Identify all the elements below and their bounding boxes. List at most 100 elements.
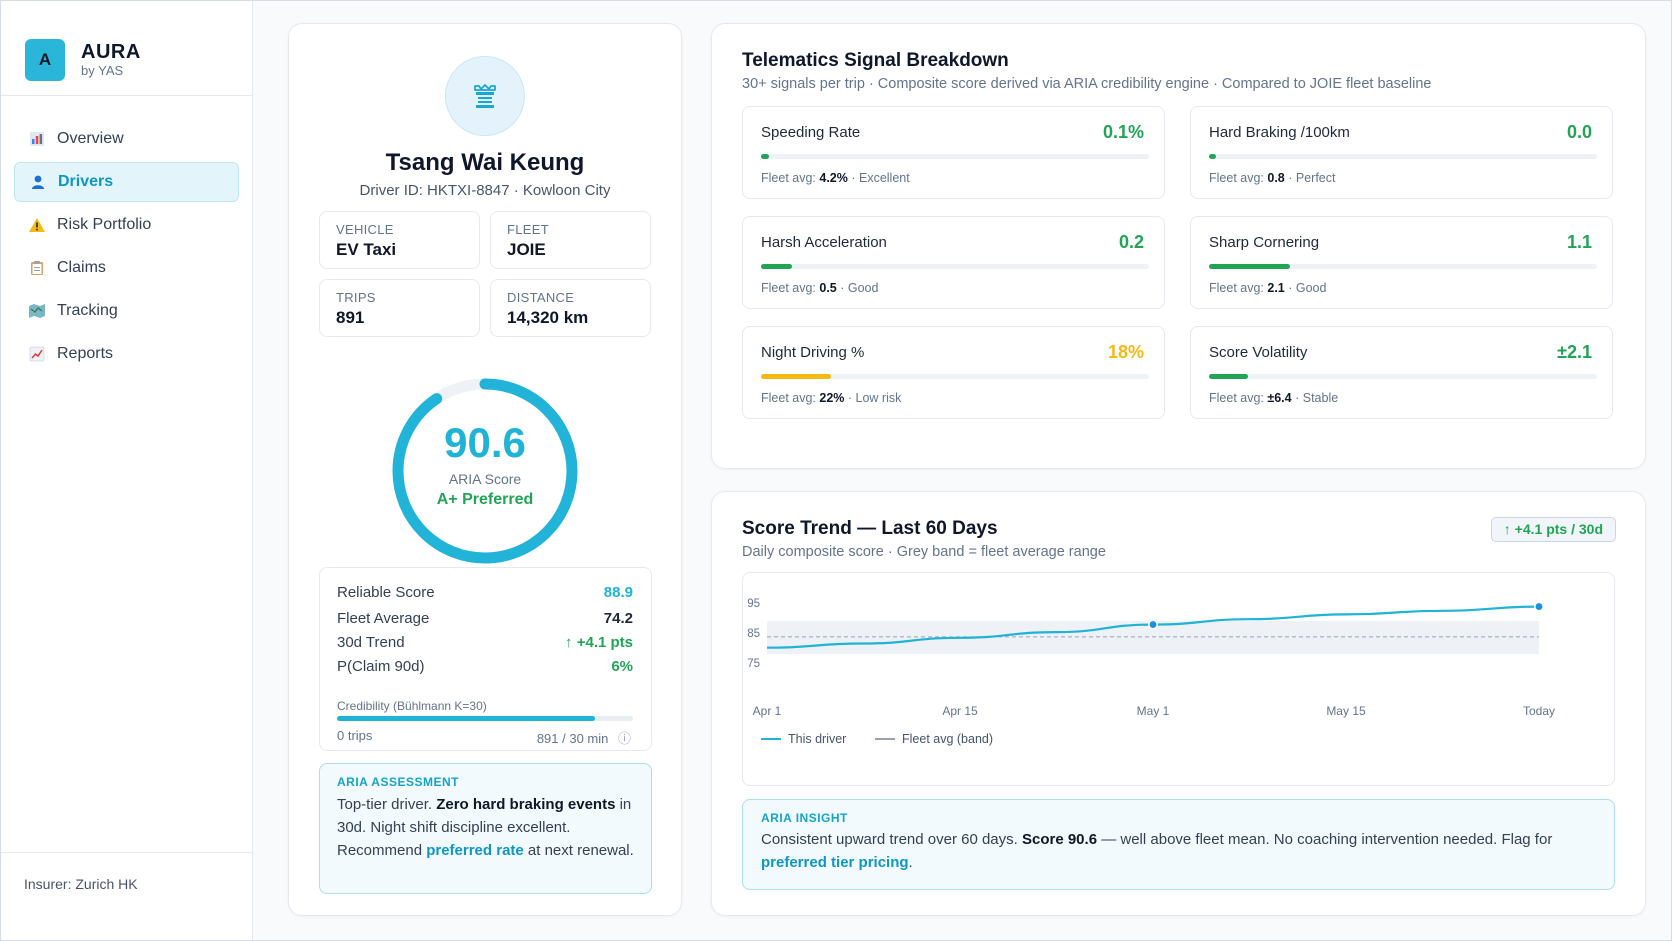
insight-title: ARIA INSIGHT [761, 811, 848, 825]
sidebar: A AURA by YAS Overview Drivers Risk Port… [1, 1, 253, 940]
x-tick-label: Today [1523, 704, 1555, 718]
signal-tile: Night Driving % 18% Fleet avg: 22% · Low r… [742, 326, 1165, 419]
aria-insight: ARIA INSIGHT Consistent upward trend ove… [742, 799, 1615, 890]
score-trend-chart: 95 85 75 Apr 1 Apr 15 May 1 May 15 Today This dr… [742, 572, 1615, 786]
fleet-avg-label: Fleet avg: [761, 281, 820, 295]
signal-value: 0.2 [1118, 232, 1144, 252]
insurer-label: Insurer: Zurich HK [1, 852, 252, 892]
sidebar-item-risk-portfolio[interactable]: Risk Portfolio [14, 205, 239, 245]
signal-bar-fill [761, 154, 769, 159]
warning-icon [27, 215, 47, 235]
telematics-card: Telematics Signal Breakdown 30+ signals … [711, 23, 1646, 469]
assessment-title: ARIA ASSESSMENT [337, 775, 459, 789]
signal-bar [1209, 374, 1597, 379]
signal-rating: · Low risk [844, 391, 902, 405]
insight-text: Consistent upward trend over 60 days. Sc… [761, 828, 1596, 874]
assessment-text-part: in 30d. Night shift discipline excellent… [337, 796, 632, 859]
score-metrics-panel: Reliable Score 88.9 Fleet Average 74.2 3… [319, 567, 652, 751]
x-tick-label: Apr 1 [753, 704, 782, 718]
signal-tile: Sharp Cornering 1.1 Fleet avg: 2.1 · Good [1190, 216, 1613, 309]
signal-fleet-comparison: Fleet avg: 0.8 · Perfect [1209, 171, 1335, 185]
sidebar-item-label: Tracking [57, 302, 118, 319]
telematics-subtitle: 30+ signals per trip · Composite score d… [742, 76, 1432, 92]
credibility-min-label: 0 trips [337, 728, 373, 743]
score-gauge-arc [392, 378, 578, 564]
assessment-highlight: preferred rate [426, 842, 524, 859]
fleet-avg-value: 4.2% [819, 171, 848, 185]
signal-rating: · Good [1284, 281, 1327, 295]
brand-logo[interactable]: A [25, 39, 65, 81]
sidebar-item-claims[interactable]: Claims [14, 248, 239, 288]
signal-tile: Score Volatility ±2.1 Fleet avg: ±6.4 · St… [1190, 326, 1613, 419]
signal-fleet-comparison: Fleet avg: 0.5 · Good [761, 281, 878, 295]
stat-label: FLEET [507, 222, 549, 237]
fleet-avg-value: ±6.4 [1267, 391, 1292, 405]
sidebar-item-overview[interactable]: Overview [14, 119, 239, 159]
insight-highlight: preferred tier pricing [761, 854, 909, 871]
metric-value: 74.2 [603, 610, 633, 627]
fleet-avg-label: Fleet avg: [1209, 281, 1268, 295]
data-point [1534, 601, 1544, 612]
sidebar-item-reports[interactable]: Reports [14, 334, 239, 374]
credibility-max-label: 891 / 30 min ⓘ [537, 728, 631, 747]
signal-value: 18% [1107, 342, 1144, 362]
signal-name: Hard Braking /100km [1209, 124, 1350, 141]
stat-value: JOIE [507, 240, 546, 259]
metric-label: Reliable Score [337, 584, 435, 601]
signal-bar [761, 374, 1149, 379]
x-tick-label: May 15 [1326, 704, 1366, 718]
sidebar-item-label: Drivers [58, 173, 114, 190]
stat-value: 891 [336, 308, 365, 327]
driver-profile-card: Tsang Wai Keung Driver ID: HKTXI-8847 · … [288, 23, 682, 916]
stat-distance: DISTANCE 14,320 km [490, 279, 651, 337]
aria-score-gauge: 90.6 ARIA Score A+ Preferred [385, 371, 585, 571]
credibility-max-value: 891 / 30 min [536, 731, 609, 746]
signal-name: Sharp Cornering [1209, 234, 1320, 251]
stat-label: VEHICLE [336, 222, 394, 237]
info-icon[interactable]: ⓘ [617, 731, 631, 746]
assessment-text-part: Top-tier driver. [337, 796, 437, 813]
metric-30d-trend: 30d Trend ↑ +4.1 pts [337, 634, 633, 651]
driver-name: Tsang Wai Keung [385, 149, 585, 176]
signal-value: 0.0 [1566, 122, 1592, 142]
metric-claim-probability: P(Claim 90d) 6% [337, 658, 633, 675]
sidebar-item-label: Risk Portfolio [57, 216, 152, 233]
sidebar-item-label: Reports [57, 345, 114, 362]
legend-label-fleet: Fleet avg (band) [902, 732, 993, 746]
sidebar-item-label: Claims [57, 259, 106, 276]
signal-bar [761, 264, 1149, 269]
signal-name: Harsh Acceleration [761, 234, 887, 251]
trend-chart-svg: 95 85 75 Apr 1 Apr 15 May 1 May 15 Today This dr… [747, 598, 1555, 746]
signal-value: 0.1% [1102, 122, 1144, 142]
signal-fleet-comparison: Fleet avg: 22% · Low risk [761, 391, 901, 405]
insight-emphasis: Score 90.6 [1021, 831, 1098, 848]
signal-name: Score Volatility [1209, 344, 1308, 361]
stat-trips: TRIPS 891 [319, 279, 480, 337]
signal-name: Night Driving % [761, 344, 865, 361]
stat-label: DISTANCE [507, 290, 575, 305]
y-tick-label: 85 [747, 628, 760, 640]
metric-label: Fleet Average [337, 610, 430, 627]
x-tick-label: Apr 15 [942, 704, 978, 718]
aria-assessment: ARIA ASSESSMENT Top-tier driver. Zero ha… [319, 763, 652, 894]
signal-bar-fill [761, 264, 793, 269]
score-trend-card: Score Trend — Last 60 Days Daily composi… [711, 491, 1646, 916]
sidebar-item-drivers[interactable]: Drivers [14, 162, 239, 202]
trend-subtitle: Daily composite score · Grey band = flee… [742, 544, 1106, 560]
stat-vehicle: VEHICLE EV Taxi [319, 211, 480, 269]
sidebar-item-label: Overview [57, 130, 124, 147]
signal-rating: · Stable [1291, 391, 1339, 405]
signal-value: 1.1 [1566, 232, 1592, 252]
fleet-avg-value: 2.1 [1267, 281, 1285, 295]
metric-label: 30d Trend [337, 634, 405, 651]
y-tick-label: 95 [747, 598, 760, 610]
assessment-text: Top-tier driver. Zero hard braking event… [337, 793, 634, 862]
signal-tile: Speeding Rate 0.1% Fleet avg: 4.2% · Excel… [742, 106, 1165, 199]
driver-id: Driver ID: HKTXI-8847 · Kowloon City [359, 182, 611, 199]
x-tick-label: May 1 [1137, 704, 1170, 718]
y-tick-label: 75 [747, 658, 760, 670]
sidebar-item-tracking[interactable]: Tracking [14, 291, 239, 331]
signal-fleet-comparison: Fleet avg: 2.1 · Good [1209, 281, 1326, 295]
map-icon [27, 301, 47, 321]
aria-score-label: ARIA Score [448, 471, 522, 487]
